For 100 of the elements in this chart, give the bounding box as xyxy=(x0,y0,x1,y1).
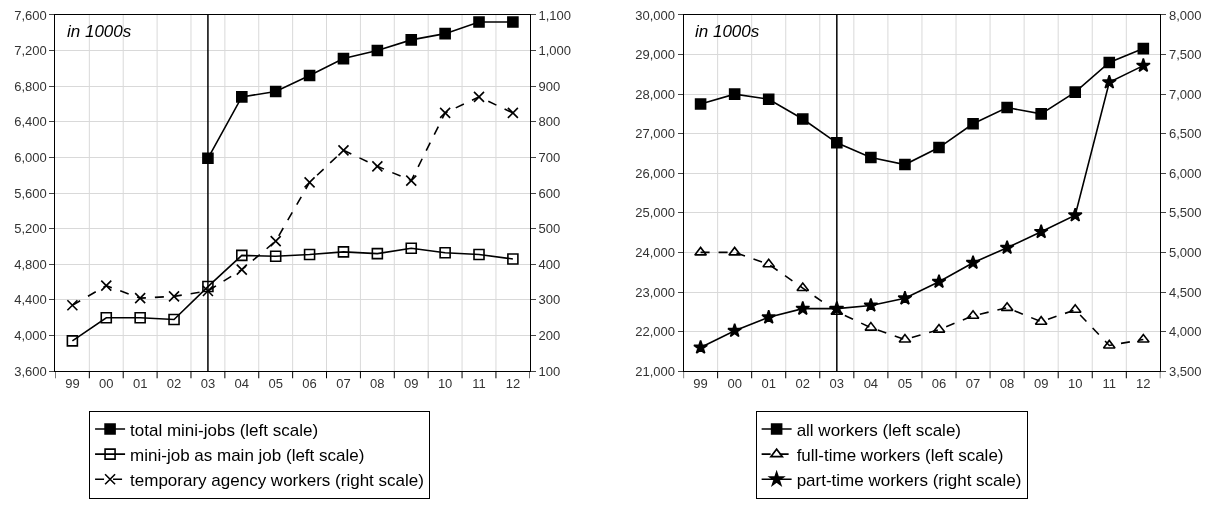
x-tick-label: 07 xyxy=(336,375,351,391)
point xyxy=(1069,86,1082,98)
x-tick-label: 12 xyxy=(1136,375,1151,391)
point xyxy=(269,250,282,263)
point xyxy=(761,309,777,324)
point xyxy=(1135,57,1151,73)
point xyxy=(269,85,282,98)
point xyxy=(66,335,79,347)
point xyxy=(303,248,316,261)
point xyxy=(999,239,1015,255)
y-tick-label: 3,600 xyxy=(14,363,47,379)
legend-label: all workers (left scale) xyxy=(796,420,961,440)
point xyxy=(693,339,709,354)
y-tick-label: 23,000 xyxy=(635,284,675,300)
point xyxy=(337,52,350,65)
x-tick-label: 02 xyxy=(166,375,182,391)
x-tick-label: 99 xyxy=(693,375,708,391)
x-tick-label: 08 xyxy=(999,375,1015,391)
point xyxy=(371,44,384,57)
point xyxy=(100,311,113,324)
point xyxy=(134,311,146,324)
point xyxy=(236,91,248,103)
y-tick-label: 5,200 xyxy=(14,221,47,237)
y-tick-label: 4,400 xyxy=(14,292,47,308)
x-tick-label: 01 xyxy=(132,375,148,391)
point xyxy=(898,333,912,343)
point xyxy=(1136,333,1150,343)
point xyxy=(168,313,180,326)
y2-tick-label: 6,500 xyxy=(1168,126,1202,142)
y-tick-label: 4,000 xyxy=(14,328,47,344)
x-tick-label: 09 xyxy=(1033,375,1049,391)
point xyxy=(1103,56,1116,69)
legend-label: temporary agency workers (right scale) xyxy=(130,470,424,490)
point xyxy=(439,246,451,259)
point xyxy=(1067,207,1083,222)
point xyxy=(967,117,979,130)
point xyxy=(796,113,809,125)
y2-tick-label: 7,500 xyxy=(1168,47,1202,63)
legend-label: full-time workers (left scale) xyxy=(796,445,1004,465)
y-tick-label: 24,000 xyxy=(635,244,675,260)
point xyxy=(1001,101,1013,114)
point xyxy=(405,174,418,187)
y-tick-label: 21,000 xyxy=(635,363,675,379)
point xyxy=(236,263,248,276)
point xyxy=(371,247,384,260)
y2-tick-label: 4,500 xyxy=(1168,284,1202,300)
point xyxy=(1137,42,1150,55)
y2-tick-label: 1,000 xyxy=(538,43,571,59)
point xyxy=(694,98,707,110)
point xyxy=(796,282,810,292)
x-tick-label: 07 xyxy=(965,375,981,391)
point xyxy=(168,290,180,303)
point xyxy=(1000,302,1014,312)
x-tick-label: 04 xyxy=(863,375,879,391)
point xyxy=(134,292,146,304)
point xyxy=(507,16,519,28)
point xyxy=(694,246,708,256)
y2-tick-label: 1,100 xyxy=(538,7,571,23)
x-tick-label: 08 xyxy=(370,375,385,391)
x-tick-label: 02 xyxy=(795,375,810,391)
x-tick-label: 10 xyxy=(437,375,453,391)
x-tick-label: 04 xyxy=(234,375,250,391)
point xyxy=(728,88,741,100)
point xyxy=(831,136,843,149)
point xyxy=(727,322,743,338)
y2-tick-label: 3,500 xyxy=(1168,363,1202,379)
point xyxy=(337,144,350,157)
x-tick-label: 10 xyxy=(1067,375,1083,391)
y2-tick-label: 900 xyxy=(538,78,561,94)
y2-tick-label: 6,000 xyxy=(1168,165,1202,181)
point xyxy=(795,300,811,316)
y-tick-label: 7,200 xyxy=(14,43,47,59)
y2-tick-label: 7,000 xyxy=(1168,86,1202,102)
y2-tick-label: 700 xyxy=(538,149,561,165)
y-tick-label: 27,000 xyxy=(635,126,675,142)
point xyxy=(865,151,877,164)
point xyxy=(864,321,878,331)
point xyxy=(863,297,879,312)
point xyxy=(405,242,418,255)
point xyxy=(1068,304,1082,314)
y-tick-label: 5,600 xyxy=(14,185,47,201)
y2-tick-label: 500 xyxy=(538,221,561,237)
point xyxy=(1034,315,1048,325)
point xyxy=(473,16,485,28)
y-tick-label: 22,000 xyxy=(635,324,675,340)
y-tick-label: 30,000 xyxy=(635,7,675,23)
point xyxy=(931,273,947,289)
y-tick-label: 7,600 xyxy=(14,7,47,23)
y-tick-label: 29,000 xyxy=(635,47,675,63)
y-tick-label: 26,000 xyxy=(635,165,675,181)
point xyxy=(66,299,79,312)
y2-tick-label: 5,500 xyxy=(1168,205,1202,221)
point xyxy=(1033,224,1049,239)
y-tick-label: 4,800 xyxy=(14,256,47,272)
x-tick-label: 99 xyxy=(65,375,80,391)
legend-label: total mini-jobs (left scale) xyxy=(130,420,319,440)
point xyxy=(507,107,519,119)
annotation: in 1000s xyxy=(695,22,760,41)
legend-label: part-time workers (right scale) xyxy=(796,470,1022,490)
y2-tick-label: 400 xyxy=(538,256,561,272)
